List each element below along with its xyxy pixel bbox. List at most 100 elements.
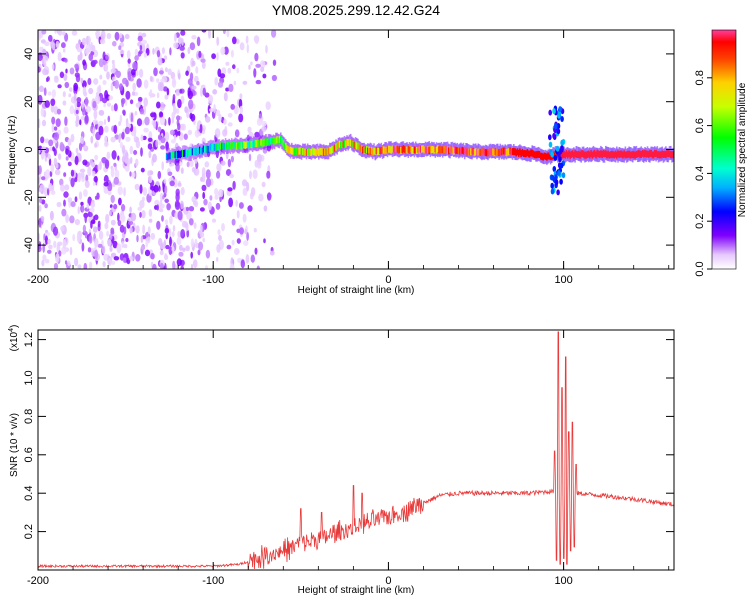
spectrogram-noise-cell (56, 108, 62, 115)
spectrogram-noise-cell (98, 120, 104, 127)
spectrogram-noise-cell (156, 204, 160, 211)
spectrogram-noise-cell (229, 263, 235, 269)
spectrogram-ridge-cell (389, 145, 391, 153)
spectrogram-noise-cell (238, 202, 244, 209)
y-tick-label: 40 (23, 48, 35, 60)
spectrogram-noise-cell (159, 262, 164, 269)
spectrogram-noise-cell (77, 172, 82, 183)
spectrogram-noise-cell (51, 124, 55, 133)
spectrogram-ridge-cell (625, 151, 628, 159)
spectrogram-noise-cell (246, 231, 250, 241)
spectrogram-ridge-cell (265, 138, 267, 146)
spectrogram-ridge-cell (294, 147, 297, 155)
spectrogram-noise-cell (177, 130, 181, 137)
spectrogram-ridge-cell (165, 153, 168, 160)
spectrogram-noise-cell (80, 201, 84, 206)
spectrogram-noise-cell (226, 30, 230, 38)
spectrogram-ridge-cell (451, 146, 454, 154)
spectrogram-burst-cell (552, 108, 556, 115)
spectrogram-noise-cell (110, 219, 116, 226)
x-tick-label: 100 (554, 274, 572, 286)
spectrogram-noise-cell (195, 66, 199, 74)
spectrogram-noise-cell (216, 36, 220, 46)
spectrogram-noise-cell (215, 202, 221, 210)
spectrogram-noise-cell (256, 265, 260, 269)
spectrogram-ridge-cell (632, 151, 634, 159)
spectrogram-ridge-cell (575, 150, 578, 158)
spectrogram-ridge-cell (487, 149, 489, 157)
spectrogram-ridge-cell (226, 142, 228, 150)
spectrogram-ridge-cell (239, 141, 242, 149)
spectrogram-noise-cell (159, 102, 165, 111)
spectrogram-noise-cell (68, 93, 72, 98)
spectrogram-noise-cell (104, 222, 109, 230)
spectrogram-noise-cell (211, 218, 217, 223)
spectrogram-noise-cell (92, 226, 98, 233)
spectrogram-noise-cell (129, 156, 133, 164)
spectrogram-noise-cell (63, 199, 66, 207)
spectrogram-noise-layer (38, 30, 277, 269)
spectrogram-noise-cell (180, 187, 185, 196)
spectrogram-noise-cell (107, 239, 112, 247)
spectrogram-noise-cell (103, 103, 106, 108)
spectrogram-ridge-cell (596, 149, 598, 157)
spectrogram-noise-cell (105, 213, 110, 224)
spectrogram-ridge-cell (432, 145, 434, 153)
spectrogram-noise-cell (202, 191, 206, 200)
spectrogram-noise-cell (214, 77, 219, 86)
spectrogram-ridge-cell (585, 151, 587, 159)
spectrogram-ridge-cell (352, 140, 354, 148)
spectrogram-ridge-cell (300, 148, 303, 156)
spectrogram-noise-cell (153, 67, 158, 77)
snr-x-axis-label: Height of straight line (km) (298, 585, 415, 596)
spectrogram-ridge-cell (627, 150, 629, 158)
spectrogram-ridge-cell (340, 141, 342, 149)
spectrogram-noise-cell (180, 30, 186, 36)
spectrogram-noise-cell (173, 134, 177, 141)
spectrogram-noise-cell (266, 170, 271, 179)
spectrogram-ridge-cell (398, 145, 401, 153)
spectrogram-ridge-cell (484, 149, 487, 156)
spectrogram-ridge-cell (639, 150, 641, 158)
spectrogram-noise-cell (97, 220, 101, 228)
spectrogram-ridge-cell (373, 147, 375, 155)
spectrogram-ridge-cell (277, 137, 280, 145)
spectrogram-ridge-cell (257, 139, 260, 147)
spectrogram-ridge-cell (526, 149, 529, 156)
spectrogram-noise-cell (62, 100, 67, 106)
spectrogram-ridge-cell (527, 150, 530, 158)
spectrogram-noise-cell (74, 196, 78, 203)
spectrogram-noise-cell (243, 240, 249, 247)
spectrogram-ridge-cell (331, 145, 334, 153)
spectrogram-noise-cell (54, 169, 61, 176)
spectrogram-ridge-cell (363, 147, 365, 155)
spectrogram-ridge-cell (493, 149, 495, 157)
spectrogram-ridge-cell (600, 150, 602, 158)
spectrogram-ridge-cell (472, 147, 475, 155)
spectrogram-noise-cell (147, 226, 151, 235)
spectrogram-ridge-cell (210, 143, 212, 151)
spectrogram-ridge-cell (510, 148, 513, 156)
spectrogram-ridge-cell (522, 150, 525, 158)
spectrogram-noise-cell (41, 119, 47, 127)
spectrogram-noise-cell (271, 30, 277, 38)
spectrogram-ridge-cell (584, 151, 586, 159)
spectrogram-noise-cell (246, 43, 249, 54)
spectrogram-ridge-cell (671, 151, 673, 159)
colorbar-tick-label: 0.8 (694, 70, 706, 85)
spectrogram-ridge-cell (581, 150, 584, 158)
spectrogram-ridge-cell (181, 149, 184, 157)
spectrogram-noise-cell (164, 227, 170, 234)
spectrogram-ridge-cell (223, 143, 226, 150)
spectrogram-ridge-cell (611, 150, 613, 158)
spectrogram-ridge-cell (319, 147, 321, 155)
spectrogram-noise-cell (64, 32, 69, 42)
spectrogram-ridge-cell (282, 139, 284, 147)
spectrogram-noise-cell (59, 71, 65, 79)
spectrogram-noise-cell (177, 72, 181, 80)
spectrogram-noise-cell (85, 35, 91, 45)
spectrogram-ridge-cell (560, 151, 563, 159)
spectrogram-noise-cell (83, 91, 88, 97)
spectrogram-ridge-cell (563, 151, 565, 158)
spectrogram-noise-cell (53, 240, 57, 248)
